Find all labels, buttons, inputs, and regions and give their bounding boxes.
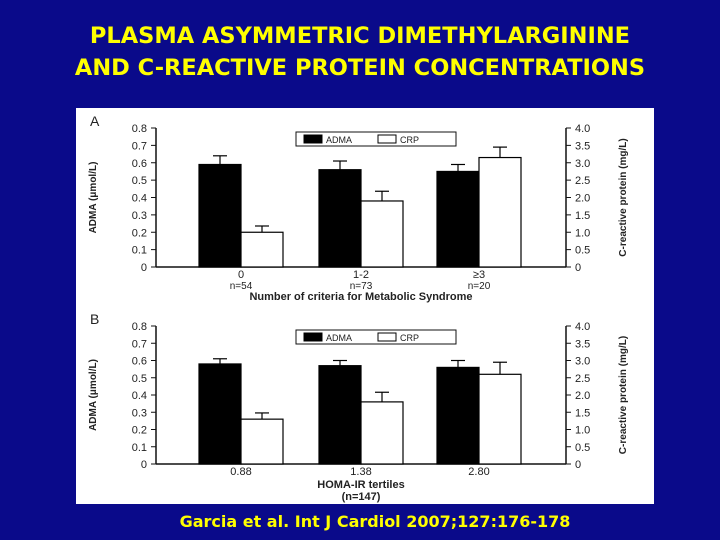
panel-a-left-axis-title: ADMA (μmol/L) (88, 162, 99, 234)
panel-b-left-tick-label: 0 (141, 459, 147, 471)
panel-b-left-tick-label: 0.7 (132, 338, 147, 350)
panel-a-left-tick-label: 0.2 (132, 227, 147, 239)
panel-a-category-label: 0 (238, 269, 244, 281)
slide-title-line-1: PLASMA ASYMMETRIC DIMETHYLARGININE (89, 23, 631, 49)
panel-b-right-tick-label: 0.5 (575, 442, 590, 454)
panel-a-right-tick-label: 3.0 (575, 158, 590, 170)
panel-b-left-tick-label: 0.8 (132, 321, 147, 333)
panel-b-right-tick-label: 1.0 (575, 425, 590, 437)
panel-a-x-axis-title: Number of criteria for Metabolic Syndrom… (249, 291, 472, 303)
panel-a-left-tick-label: 0.4 (132, 193, 147, 205)
panel-b-bar-adma (318, 365, 362, 465)
slide-title: PLASMA ASYMMETRIC DIMETHYLARGININE AND C… (0, 20, 720, 84)
panel-b-right-tick-label: 4.0 (575, 321, 590, 333)
panel-b-left-tick-label: 0.4 (132, 390, 147, 402)
panel-b-right-tick-label: 1.5 (575, 407, 590, 419)
panel-a-left-tick-label: 0.8 (132, 123, 147, 135)
panel-a-category-sublabel: n=20 (468, 281, 491, 292)
panel-b-category-label: 1.38 (350, 466, 371, 478)
panel-a-right-axis-title: C-reactive protein (mg/L) (618, 138, 629, 256)
panel-b-right-tick-label: 2.0 (575, 390, 590, 402)
panel-b-bar-crp (240, 418, 284, 465)
panel-b-letter: B (90, 311, 99, 327)
panel-a-right-tick-label: 1.0 (575, 227, 590, 239)
panel-a-letter: A (90, 113, 100, 129)
figure-panel: A 0 0.1 0.2 0.3 0.4 0.5 0.6 0.7 0.8 0 0.5 1.0 1.5 2.0 2… (76, 108, 654, 504)
panel-b-left-tick-label: 0.5 (132, 373, 147, 385)
panel-b-left-tick-label: 0.2 (132, 425, 147, 437)
panel-a-bar-adma (198, 163, 242, 268)
panel-a-bar-crp (240, 231, 284, 268)
panel-a-left-tick-label: 0 (141, 262, 147, 274)
panel-a-legend-swatch-adma (303, 134, 323, 144)
panel-a-bar-crp (360, 200, 404, 268)
panel-a-right-tick-label: 0.5 (575, 245, 590, 257)
panel-a-left-tick-label: 0.3 (132, 210, 147, 222)
panel-a-right-tick-label: 2.5 (575, 175, 590, 187)
panel-a-legend-box (295, 131, 457, 147)
panel-b-bar-crp (478, 373, 522, 465)
panel-a-right-tick-label: 2.0 (575, 193, 590, 205)
panel-b-legend-swatch-crp (377, 332, 397, 342)
panel-b-right-tick-label: 2.5 (575, 373, 590, 385)
panel-a-category-sublabel: n=54 (230, 281, 253, 292)
panel-a-category-label: 1-2 (353, 269, 369, 281)
panel-a-right-tick-label: 0 (575, 262, 581, 274)
citation: Garcia et al. Int J Cardiol 2007;127:176… (179, 512, 571, 531)
panel-b-left-axis-title: ADMA (μmol/L) (88, 359, 99, 431)
panel-a-category-sublabel: n=73 (350, 281, 373, 292)
panel-a-category-label: ≥3 (473, 269, 485, 281)
panel-b-left-tick-label: 0.1 (132, 442, 147, 454)
panel-a-legend-label-adma: ADMA (326, 135, 352, 145)
slide-title-line-2: AND C-REACTIVE PROTEIN CONCENTRATIONS (74, 55, 646, 81)
panel-a-bar-adma (436, 170, 480, 268)
panel-b-x-axis-title: HOMA-IR tertiles (317, 479, 404, 491)
panel-a-left-tick-label: 0.5 (132, 175, 147, 187)
panel-b-x-axis-subtitle: (n=147) (342, 491, 381, 503)
panel-b-legend-box (295, 329, 457, 345)
panel-b-bar-crp (360, 401, 404, 465)
panel-a-right-tick-label: 1.5 (575, 210, 590, 222)
panel-b-legend-label-adma: ADMA (326, 333, 352, 343)
panel-a-left-tick-label: 0.6 (132, 158, 147, 170)
panel-b-right-tick-label: 3.0 (575, 356, 590, 368)
figure-svg: A 0 0.1 0.2 0.3 0.4 0.5 0.6 0.7 0.8 0 0.5 1.0 1.5 2.0 2… (88, 113, 629, 503)
panel-b-legend-label-crp: CRP (400, 333, 419, 343)
panel-a-left-tick-label: 0.7 (132, 140, 147, 152)
panel-a-bar-crp (478, 156, 522, 268)
panel-b-right-tick-label: 0 (575, 459, 581, 471)
panel-b-legend-swatch-adma (303, 332, 323, 342)
panel-b-category-label: 0.88 (230, 466, 251, 478)
panel-a-left-tick-label: 0.1 (132, 245, 147, 257)
panel-a-legend-swatch-crp (377, 134, 397, 144)
panel-b-bar-adma (436, 366, 480, 465)
panel-b-category-label: 2.80 (468, 466, 489, 478)
panel-a-legend-label-crp: CRP (400, 135, 419, 145)
panel-b-left-tick-label: 0.6 (132, 356, 147, 368)
panel-b-right-axis-title: C-reactive protein (mg/L) (618, 336, 629, 454)
panel-b-left-tick-label: 0.3 (132, 407, 147, 419)
panel-a-right-tick-label: 3.5 (575, 140, 590, 152)
panel-b-right-tick-label: 3.5 (575, 338, 590, 350)
panel-a-bar-adma (318, 169, 362, 268)
panel-b-bar-adma (198, 363, 242, 465)
panel-a-right-tick-label: 4.0 (575, 123, 590, 135)
